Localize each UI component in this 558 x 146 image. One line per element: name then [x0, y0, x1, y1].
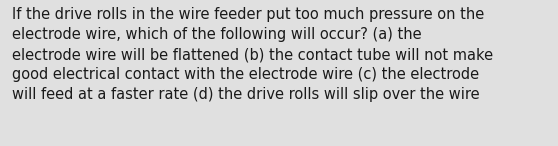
Text: If the drive rolls in the wire feeder put too much pressure on the
electrode wir: If the drive rolls in the wire feeder pu…	[12, 7, 493, 102]
